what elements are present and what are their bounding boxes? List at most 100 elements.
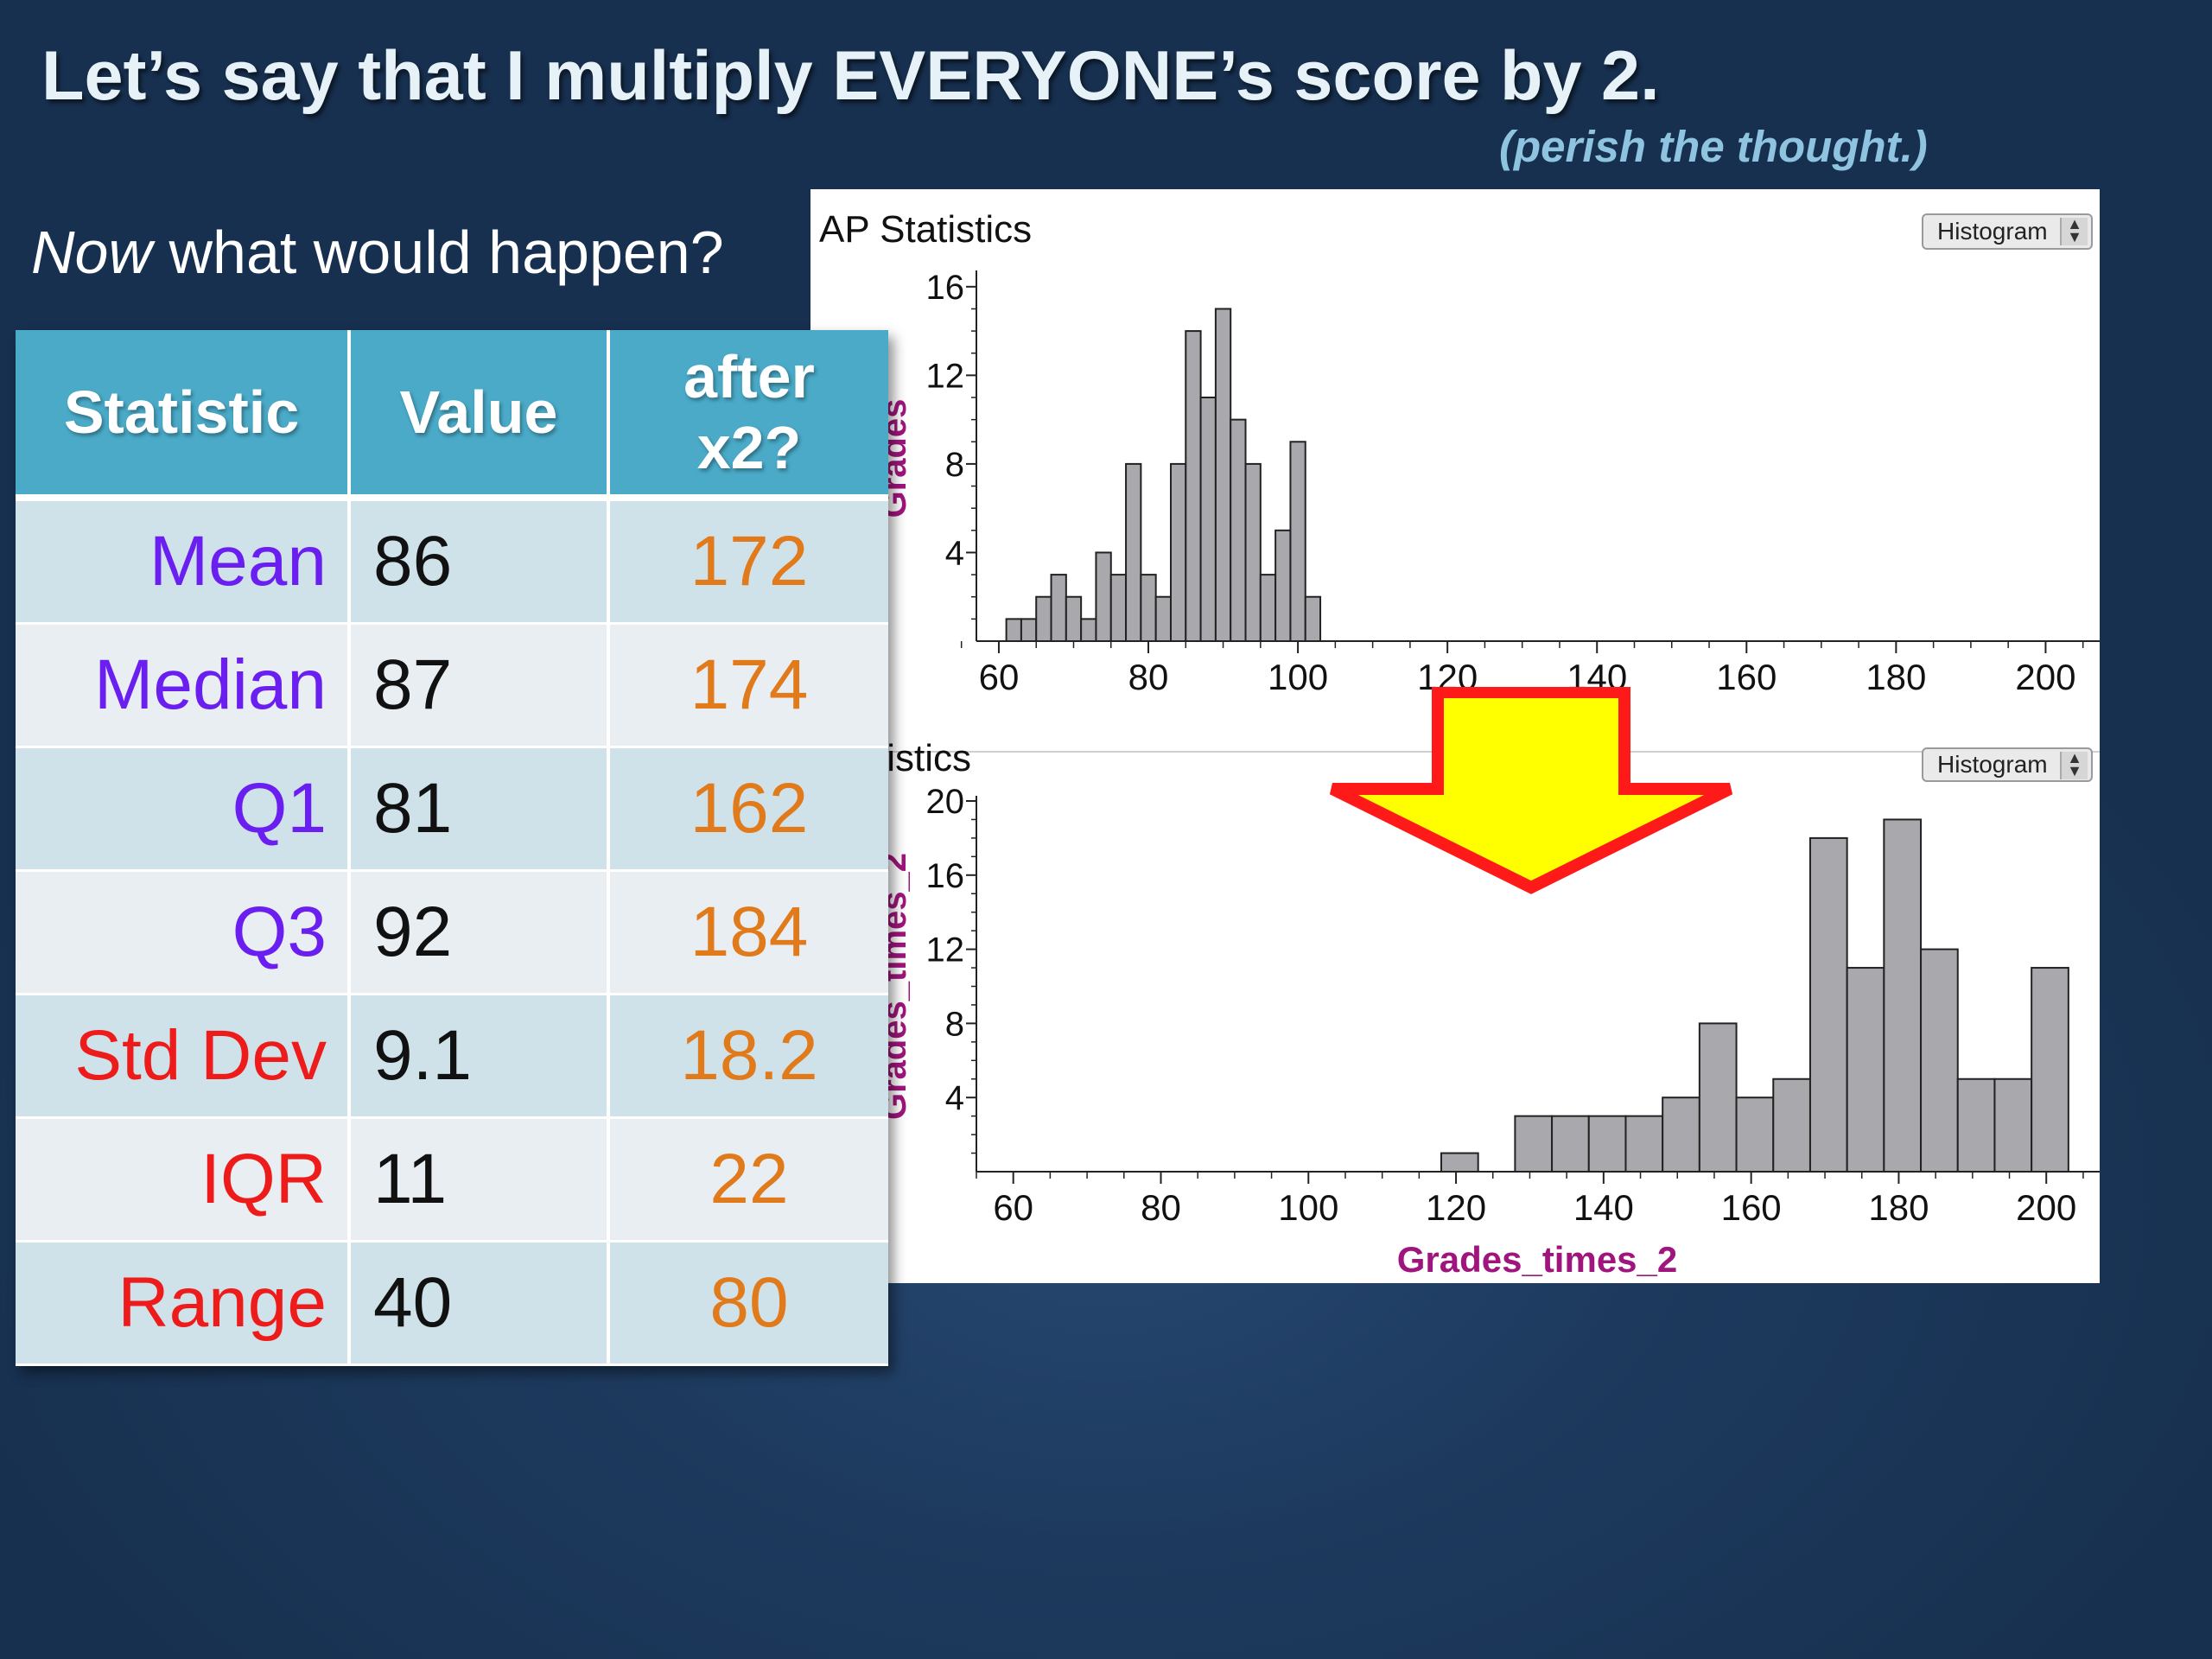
x-tick-label: 60 — [979, 657, 1020, 697]
histogram-grades-times-2: 4 8 12 16 20 60 80 100 120 140 160 180 200 Grades_tim… — [875, 783, 2100, 1280]
histogram-bar — [1440, 1152, 1479, 1173]
histogram-bar — [1125, 462, 1142, 642]
histogram-bar — [1274, 529, 1292, 642]
plot-type-select[interactable]: Histogram ▲ ▼ — [1922, 213, 2093, 250]
table-row: Mean 86 172 — [16, 501, 888, 625]
histogram-bar — [1035, 595, 1052, 642]
statistic-name: IQR — [16, 1119, 351, 1243]
histogram-bar — [1956, 1077, 1996, 1173]
histogram-panel-grades: AP Statistics Histogram ▲ ▼ 4 8 12 16 60 80 100… — [810, 189, 2100, 751]
histogram-bar — [1808, 836, 1848, 1173]
statistic-value: 9.1 — [351, 995, 610, 1119]
plot-type-select[interactable]: Histogram ▲ ▼ — [1922, 747, 2093, 782]
table-row: Std Dev 9.1 18.2 — [16, 995, 888, 1119]
statistic-after-x2: 184 — [610, 872, 888, 995]
histogram-bar — [1020, 618, 1038, 643]
y-tick-label: 20 — [926, 783, 965, 821]
histogram-bar — [1199, 397, 1217, 642]
plot-type-select-value: Histogram — [1937, 751, 2048, 778]
statistic-value: 81 — [351, 748, 610, 872]
histogram-bar — [1551, 1115, 1590, 1173]
x-tick-label: 100 — [1278, 1187, 1338, 1228]
question-emphasis: Now — [31, 219, 153, 286]
statistic-value: 87 — [351, 625, 610, 748]
histogram-bar — [1244, 462, 1262, 642]
statistic-name: Std Dev — [16, 995, 351, 1119]
table-row: Median 87 174 — [16, 625, 888, 748]
histogram-bar — [1920, 948, 1959, 1173]
histogram-bar — [1289, 441, 1306, 643]
y-tick-label: 4 — [945, 534, 964, 572]
x-axis-label: Grades_times_2 — [1397, 1239, 1678, 1280]
histogram-bar — [1169, 462, 1187, 642]
x-tick-label: 200 — [2016, 1187, 2076, 1228]
histogram-bar — [2031, 967, 2069, 1173]
histogram-bar — [1230, 418, 1247, 642]
histogram-bar — [1185, 330, 1202, 642]
histogram-bar — [1883, 818, 1923, 1173]
x-tick-label: 60 — [993, 1187, 1033, 1228]
x-tick-label: 160 — [1721, 1187, 1782, 1228]
x-tick-label: 160 — [1716, 657, 1777, 697]
select-arrows-icon: ▲ ▼ — [2060, 750, 2088, 779]
histogram-bar — [1080, 618, 1097, 643]
statistic-after-x2: 18.2 — [610, 995, 888, 1119]
x-tick-label: 180 — [1868, 1187, 1929, 1228]
slide-subtitle: (perish the thought.) — [1499, 122, 1928, 171]
x-tick-label: 140 — [1573, 1187, 1634, 1228]
select-arrows-icon: ▲ ▼ — [2060, 216, 2088, 245]
x-tick-label: 200 — [2015, 657, 2075, 697]
x-tick-label: 120 — [1426, 1187, 1486, 1228]
statistics-table: Statistic Value after x2? Mean 86 172 Media… — [16, 330, 888, 1366]
histogram-bar — [1095, 551, 1112, 643]
histogram-bar — [1259, 574, 1277, 642]
statistic-after-x2: 80 — [610, 1243, 888, 1366]
statistic-value: 11 — [351, 1119, 610, 1243]
column-header-after: after x2? — [610, 330, 888, 501]
statistic-value: 86 — [351, 501, 610, 625]
y-tick-label: 12 — [926, 357, 965, 395]
histogram-bar — [1154, 595, 1172, 642]
histogram-bar — [1514, 1115, 1554, 1173]
y-tick-label: 12 — [926, 931, 965, 969]
statistic-value: 40 — [351, 1243, 610, 1366]
statistic-name: Q1 — [16, 748, 351, 872]
histogram-bar — [1698, 1022, 1738, 1173]
histogram-bar — [1140, 574, 1157, 642]
histogram-bar — [1993, 1077, 2033, 1173]
histogram-bar — [1662, 1096, 1700, 1173]
y-tick-label: 4 — [945, 1079, 964, 1117]
x-tick-label: 80 — [1141, 1187, 1181, 1228]
histogram-bar — [1846, 967, 1885, 1173]
y-tick-label: 8 — [945, 446, 964, 484]
histogram-bar — [1624, 1115, 1664, 1173]
y-tick-label: 8 — [945, 1005, 964, 1043]
slide-title: Let’s say that I multiply EVERYONE’s sco… — [41, 37, 1660, 115]
table-row: IQR 11 22 — [16, 1119, 888, 1243]
statistic-after-x2: 22 — [610, 1119, 888, 1243]
question-text: what would happen? — [152, 219, 724, 286]
column-header-statistic: Statistic — [16, 330, 351, 501]
x-tick-label: 80 — [1128, 657, 1169, 697]
statistic-value: 92 — [351, 872, 610, 995]
statistic-name: Median — [16, 625, 351, 748]
y-tick-label: 16 — [926, 857, 965, 895]
table-row: Range 40 80 — [16, 1243, 888, 1366]
table-row: Q3 92 184 — [16, 872, 888, 995]
statistic-name: Range — [16, 1243, 351, 1366]
histogram-bar — [1065, 595, 1083, 642]
histogram-bar — [1587, 1115, 1627, 1173]
chart-title: AP Statistics — [819, 208, 1033, 251]
y-tick-label: 16 — [926, 269, 965, 307]
histogram-bar — [1109, 574, 1128, 642]
x-tick-label: 100 — [1268, 657, 1328, 697]
statistic-after-x2: 162 — [610, 748, 888, 872]
statistic-name: Mean — [16, 501, 351, 625]
histogram-bar — [1772, 1077, 1811, 1173]
table-row: Q1 81 162 — [16, 748, 888, 872]
histogram-bar — [1005, 618, 1022, 643]
histogram-panel-grades-times-2: 4 8 12 16 20 60 80 100 120 140 160 180 200 Grades_tim… — [810, 737, 2100, 1283]
down-arrow-icon — [1329, 687, 1733, 894]
slide-question: Now what would happen? — [31, 218, 724, 287]
